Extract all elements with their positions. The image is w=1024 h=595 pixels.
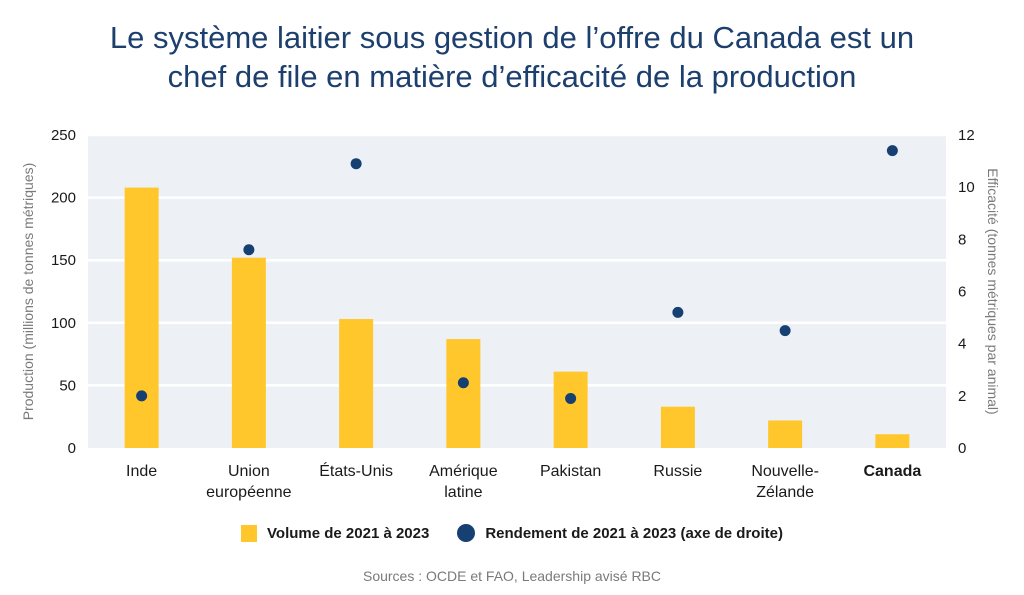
y-tick-label-right: 4 bbox=[958, 336, 966, 353]
y-tick-label-right: 6 bbox=[958, 284, 966, 301]
bar bbox=[339, 319, 374, 448]
y-tick-label-left: 50 bbox=[59, 377, 76, 394]
chart-title-line-1: Le système laitier sous gestion de l’off… bbox=[109, 20, 915, 55]
data-point bbox=[672, 306, 684, 318]
bar bbox=[660, 406, 695, 448]
chart-title-line-2: chef de file en matière d’efficacité de … bbox=[167, 59, 857, 94]
y-tick-label-left: 100 bbox=[51, 315, 76, 332]
chart-title: Le système laitier sous gestion de l’off… bbox=[0, 18, 1024, 96]
x-tick-label: Russie bbox=[653, 463, 702, 480]
x-tick-label: Inde bbox=[126, 463, 157, 480]
data-point bbox=[350, 158, 362, 170]
x-tick-label: européenne bbox=[206, 484, 292, 501]
legend-label-volume: Volume de 2021 à 2023 bbox=[267, 524, 430, 542]
x-tick-label: Zélande bbox=[756, 484, 814, 501]
data-point bbox=[565, 392, 577, 404]
y-tick-label-right: 0 bbox=[958, 440, 966, 457]
legend-label-yield: Rendement de 2021 à 2023 (axe de droite) bbox=[485, 524, 783, 542]
data-point bbox=[779, 325, 791, 337]
y-tick-label-right: 2 bbox=[958, 388, 966, 405]
chart: 0 50 100 150 200 250 0 2 4 6 8 10 12 Inde Union europée… bbox=[20, 127, 1001, 501]
bar bbox=[768, 420, 803, 448]
legend-swatch-bar bbox=[241, 524, 258, 542]
plot-area bbox=[88, 135, 946, 448]
y-axis-title-left: Production (millions de tonnes métriques… bbox=[20, 163, 36, 421]
legend-item-volume: Volume de 2021 à 2023 bbox=[241, 524, 430, 542]
data-point bbox=[136, 390, 148, 402]
x-tick-label: Nouvelle- bbox=[751, 463, 819, 480]
x-tick-label: Canada bbox=[863, 463, 921, 480]
y-tick-label-right: 8 bbox=[958, 231, 966, 248]
y-tick-label-left: 250 bbox=[51, 127, 76, 144]
y-tick-label-left: 150 bbox=[51, 252, 76, 269]
data-point bbox=[243, 244, 255, 256]
y-tick-label-right: 10 bbox=[958, 179, 975, 196]
y-tick-label-left: 0 bbox=[68, 440, 76, 457]
bar bbox=[124, 187, 159, 449]
x-tick-label: Amérique bbox=[429, 463, 498, 480]
bar bbox=[231, 257, 266, 448]
x-tick-label: latine bbox=[444, 484, 482, 501]
x-tick-label: États-Unis bbox=[319, 461, 393, 480]
x-tick-label: Union bbox=[228, 463, 270, 480]
y-tick-label-left: 200 bbox=[51, 190, 76, 207]
y-tick-label-right: 12 bbox=[958, 127, 975, 144]
x-tick-label: Pakistan bbox=[540, 463, 601, 480]
legend-swatch-dot bbox=[457, 524, 476, 542]
legend-item-yield: Rendement de 2021 à 2023 (axe de droite) bbox=[457, 524, 783, 542]
bar bbox=[553, 371, 588, 448]
data-point bbox=[886, 145, 898, 157]
bar bbox=[875, 434, 910, 448]
data-point bbox=[457, 377, 469, 389]
legend: Volume de 2021 à 2023 Rendement de 2021 … bbox=[0, 524, 1024, 542]
source-note: Sources : OCDE et FAO, Leadership avisé … bbox=[362, 568, 661, 584]
y-axis-title-right: Efficacité (tonnes métriques par animal) bbox=[985, 168, 1001, 414]
bar bbox=[446, 339, 481, 448]
